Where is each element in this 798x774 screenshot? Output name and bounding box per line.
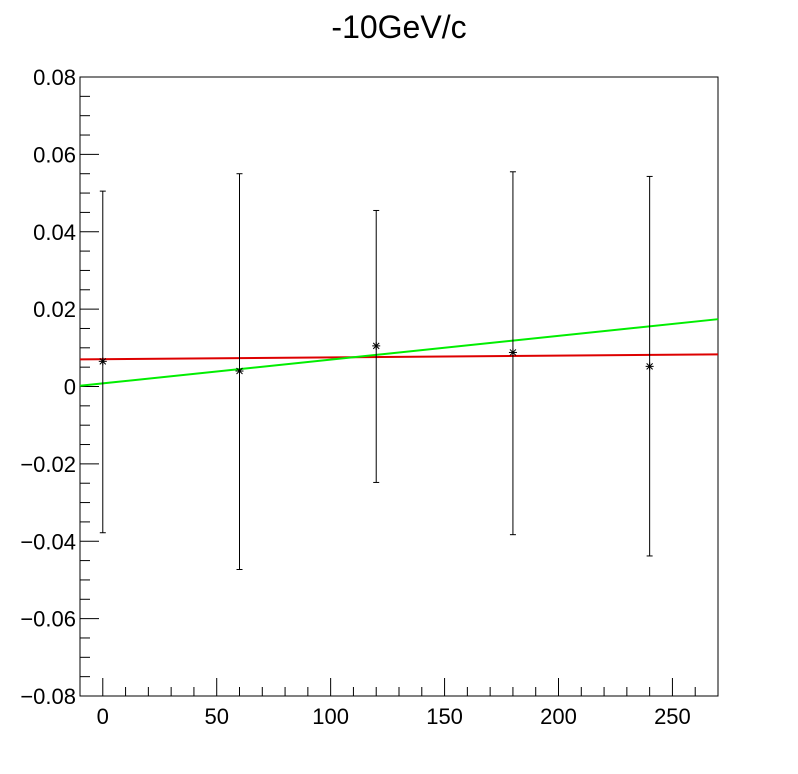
fit-line-0 [79, 353, 719, 361]
fit-line-1 [79, 318, 719, 387]
y-tick-label: 0.02 [33, 297, 76, 322]
point-marker [98, 357, 107, 366]
x-axis: 0 50 100 150 200 250 [97, 678, 719, 729]
x-tick-label: 50 [204, 704, 228, 729]
data-point [98, 190, 107, 534]
data-point [372, 209, 381, 483]
data-point [508, 171, 517, 536]
y-tick-label: −0.08 [20, 684, 76, 709]
y-axis: −0.08 −0.06 −0.04 −0.02 0 0.02 0.04 0.06 0.08 [20, 65, 99, 709]
y-tick-label: 0.08 [33, 65, 76, 90]
point-marker [645, 362, 654, 371]
chart-title: -10GeV/c [331, 9, 466, 45]
x-tick-label: 150 [426, 704, 463, 729]
data-points [98, 171, 654, 570]
data-point [645, 175, 654, 557]
y-tick-label: −0.04 [20, 529, 76, 554]
y-tick-label: 0.06 [33, 142, 76, 167]
fit-lines [79, 318, 719, 387]
x-tick-label: 0 [97, 704, 109, 729]
y-tick-label: 0.04 [33, 220, 76, 245]
y-tick-label: 0 [64, 375, 76, 400]
x-tick-label: 200 [540, 704, 577, 729]
point-marker [372, 341, 381, 350]
plot-frame [79, 76, 719, 697]
data-point [235, 173, 244, 570]
point-marker [235, 367, 244, 376]
y-tick-label: −0.02 [20, 452, 76, 477]
y-tick-label: −0.06 [20, 607, 76, 632]
point-marker [508, 348, 517, 357]
x-tick-label: 100 [312, 704, 349, 729]
x-tick-label: 250 [654, 704, 691, 729]
